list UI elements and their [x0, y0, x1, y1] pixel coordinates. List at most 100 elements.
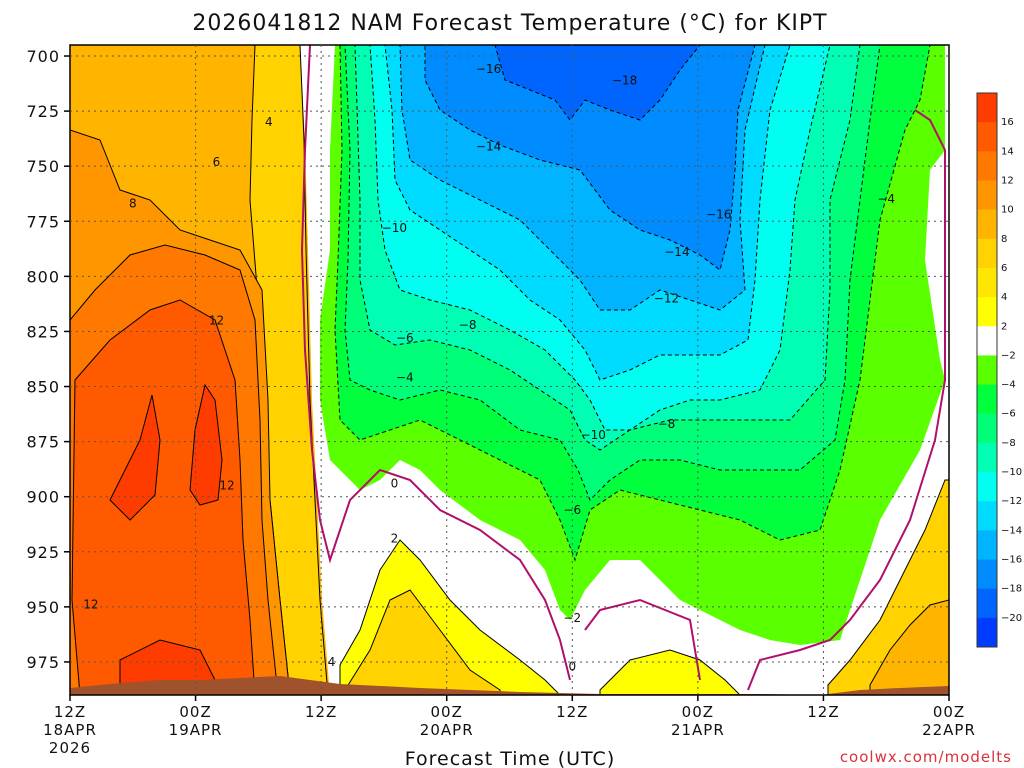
contour-label: 4 — [328, 655, 336, 669]
contour-label: −6 — [563, 503, 581, 517]
colorbar-label: 8 — [1001, 234, 1007, 245]
contour-label: 2 — [391, 532, 399, 546]
y-axis: 700 725 750 775 800 825 850 875 900 925 950 975 — [26, 47, 70, 672]
colorbar-label: 12 — [1001, 175, 1014, 186]
x-tick-date: 22APR — [922, 721, 976, 739]
colorbar-swatch — [977, 588, 997, 619]
colorbar-label: −8 — [1001, 438, 1016, 449]
near-surface-warm-right-core — [869, 599, 949, 695]
y-tick-label: 950 — [26, 598, 60, 617]
x-tick-time: 00Z — [431, 703, 463, 721]
colorbar-label: −18 — [1001, 584, 1022, 595]
temperature-field — [70, 45, 949, 695]
colorbar-swatch — [977, 442, 997, 473]
y-tick-label: 825 — [26, 322, 60, 341]
x-tick-date: 20APR — [420, 721, 474, 739]
x-tick-time: 00Z — [682, 703, 714, 721]
colorbar-label: −14 — [1001, 525, 1022, 536]
x-tick-date: 21APR — [671, 721, 725, 739]
warm-core-b — [189, 383, 223, 506]
gridlines — [70, 45, 949, 695]
colorbar-label: 4 — [1001, 292, 1007, 303]
y-tick-label: 725 — [26, 102, 60, 121]
colorbar-label: 14 — [1001, 146, 1014, 157]
colorbar-label: −4 — [1001, 380, 1016, 391]
x-tick-time: 12Z — [54, 703, 86, 721]
contour-label: −4 — [877, 192, 895, 206]
contour-label: 0 — [391, 476, 399, 490]
x-tick-time: 00Z — [179, 703, 211, 721]
colorbar-label: −16 — [1001, 555, 1022, 566]
contour-label: 4 — [265, 115, 273, 129]
colorbar-swatch — [977, 617, 997, 648]
contour-label: 0 — [568, 659, 576, 673]
contour-label: 12 — [219, 479, 234, 493]
y-tick-label: 750 — [26, 157, 60, 176]
y-tick-label: 975 — [26, 653, 60, 672]
y-tick-label: 850 — [26, 378, 60, 397]
x-tick-date: 18APR — [43, 721, 97, 739]
plot-frame — [69, 44, 950, 696]
x-tick-time: 12Z — [807, 703, 839, 721]
y-tick-label: 875 — [26, 433, 60, 452]
contour-label: −10 — [382, 221, 407, 235]
contour-labels: 4 6 8 12 12 12 4 0 2 0 −2 −6 −10 −8 −4 −6 −8 −10 −12 −14 −16… — [83, 62, 895, 673]
colorbar: 16 14 12 10 8 6 4 2 −2 −4 −6 −8 −10 −12 −14 −16 −18 −20 — [976, 92, 1022, 648]
colorbar-swatch — [977, 122, 997, 152]
contour-label: −16 — [706, 208, 731, 222]
contour-label: −12 — [654, 291, 679, 305]
colorbar-swatch — [977, 384, 997, 415]
contour-label: −8 — [459, 318, 477, 332]
x-tick-date: 19APR — [169, 721, 223, 739]
warm-region-6to8 — [249, 45, 329, 695]
colorbar-swatch — [977, 326, 997, 356]
contour-label: 12 — [209, 313, 224, 327]
y-tick-label: 700 — [26, 47, 60, 66]
colorbar-swatch — [977, 559, 997, 590]
contour-label: −2 — [563, 611, 581, 625]
contour-label: −14 — [664, 245, 689, 259]
colorbar-swatch — [977, 501, 997, 531]
colorbar-label: −6 — [1001, 409, 1016, 420]
colorbar-label: −20 — [1001, 613, 1022, 624]
warm-region-12to14 — [71, 299, 256, 695]
y-tick-label: 775 — [26, 212, 60, 231]
x-tick-time: 12Z — [305, 703, 337, 721]
colorbar-label: −10 — [1001, 467, 1022, 478]
cold-region-16to-18 — [494, 45, 701, 121]
colorbar-swatch — [977, 297, 997, 327]
y-tick-label: 800 — [26, 267, 60, 286]
colorbar-swatch — [977, 238, 997, 269]
colorbar-frame — [976, 92, 998, 648]
x-tick-time: 12Z — [556, 703, 588, 721]
freezing-line — [300, 45, 946, 691]
colorbar-swatch — [977, 209, 997, 240]
terrain-fill — [70, 676, 949, 695]
near-surface-warm-center-core — [344, 589, 501, 695]
colorbar-swatch — [977, 530, 997, 561]
near-surface-warm-mid — [599, 649, 741, 695]
colorbar-label: −12 — [1001, 496, 1022, 507]
warm-core-a — [109, 394, 161, 521]
contour-label: −18 — [612, 73, 637, 87]
colorbar-swatch — [977, 472, 997, 502]
chart-title: 2026041812 NAM Forecast Temperature (°C)… — [192, 11, 827, 36]
colorbar-label: 16 — [1001, 117, 1014, 128]
credit-text: coolwx.com/modelts — [840, 748, 1012, 766]
contour-label: −16 — [476, 62, 501, 76]
contour-label: 12 — [83, 598, 98, 612]
contour-label: −8 — [658, 417, 676, 431]
y-tick-label: 900 — [26, 488, 60, 507]
colorbar-label: −2 — [1001, 350, 1016, 361]
contour-label: 6 — [213, 155, 221, 169]
contour-label: 8 — [129, 197, 137, 211]
contour-label: −14 — [476, 139, 501, 153]
x-axis-label: Forecast Time (UTC) — [405, 748, 615, 768]
contour-label: −6 — [396, 331, 414, 345]
contour-label: −4 — [396, 371, 414, 385]
colorbar-swatch — [977, 93, 997, 123]
cold-region-14to-16 — [424, 45, 756, 271]
colorbar-label: 6 — [1001, 263, 1007, 274]
colorbar-label: 10 — [1001, 205, 1014, 216]
